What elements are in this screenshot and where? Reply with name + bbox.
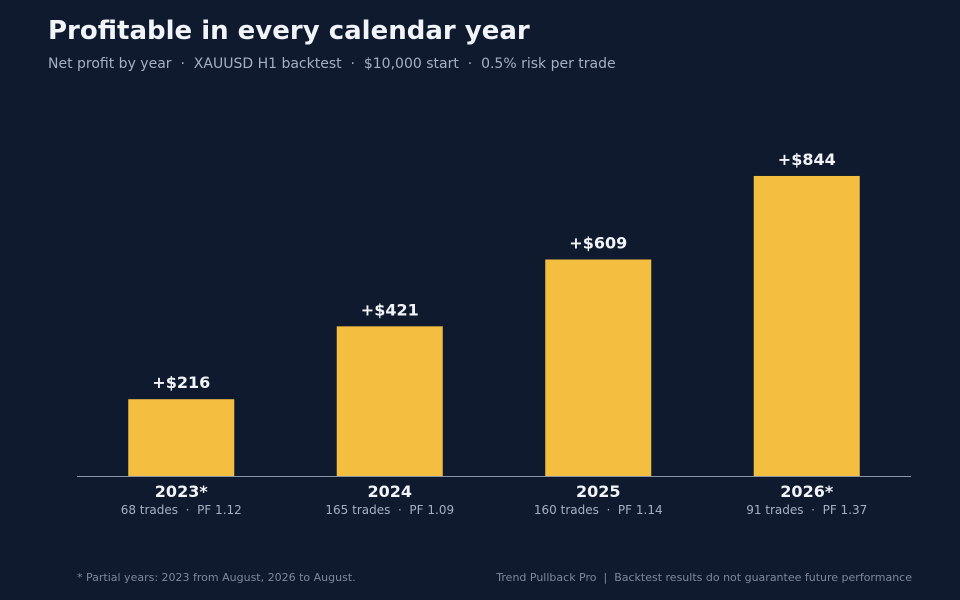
- bar: [545, 259, 652, 476]
- bar: [128, 399, 235, 476]
- chart-title: Profitable in every calendar year: [48, 16, 530, 46]
- category-sublabel: 68 trades · PF 1.12: [121, 503, 242, 517]
- category-label: 2023*: [155, 482, 209, 501]
- category-label: 2025: [576, 482, 621, 501]
- bar-value-label: +$421: [361, 300, 419, 319]
- bar-value-label: +$844: [778, 150, 836, 169]
- chart-subtitle: Net profit by year · XAUUSD H1 backtest …: [48, 56, 616, 72]
- category-sublabel: 160 trades · PF 1.14: [534, 503, 663, 517]
- category-sublabel: 91 trades · PF 1.37: [746, 503, 867, 517]
- bar-value-label: +$609: [569, 234, 627, 253]
- category-sublabel: 165 trades · PF 1.09: [325, 503, 454, 517]
- bar-value-label: +$216: [152, 373, 210, 392]
- category-label: 2024: [367, 482, 412, 501]
- category-label: 2026*: [780, 482, 834, 501]
- bar: [336, 326, 443, 476]
- bar: [753, 175, 860, 476]
- partial-years-footnote: * Partial years: 2023 from August, 2026 …: [77, 571, 356, 584]
- disclaimer-footnote: Trend Pullback Pro | Backtest results do…: [496, 571, 912, 584]
